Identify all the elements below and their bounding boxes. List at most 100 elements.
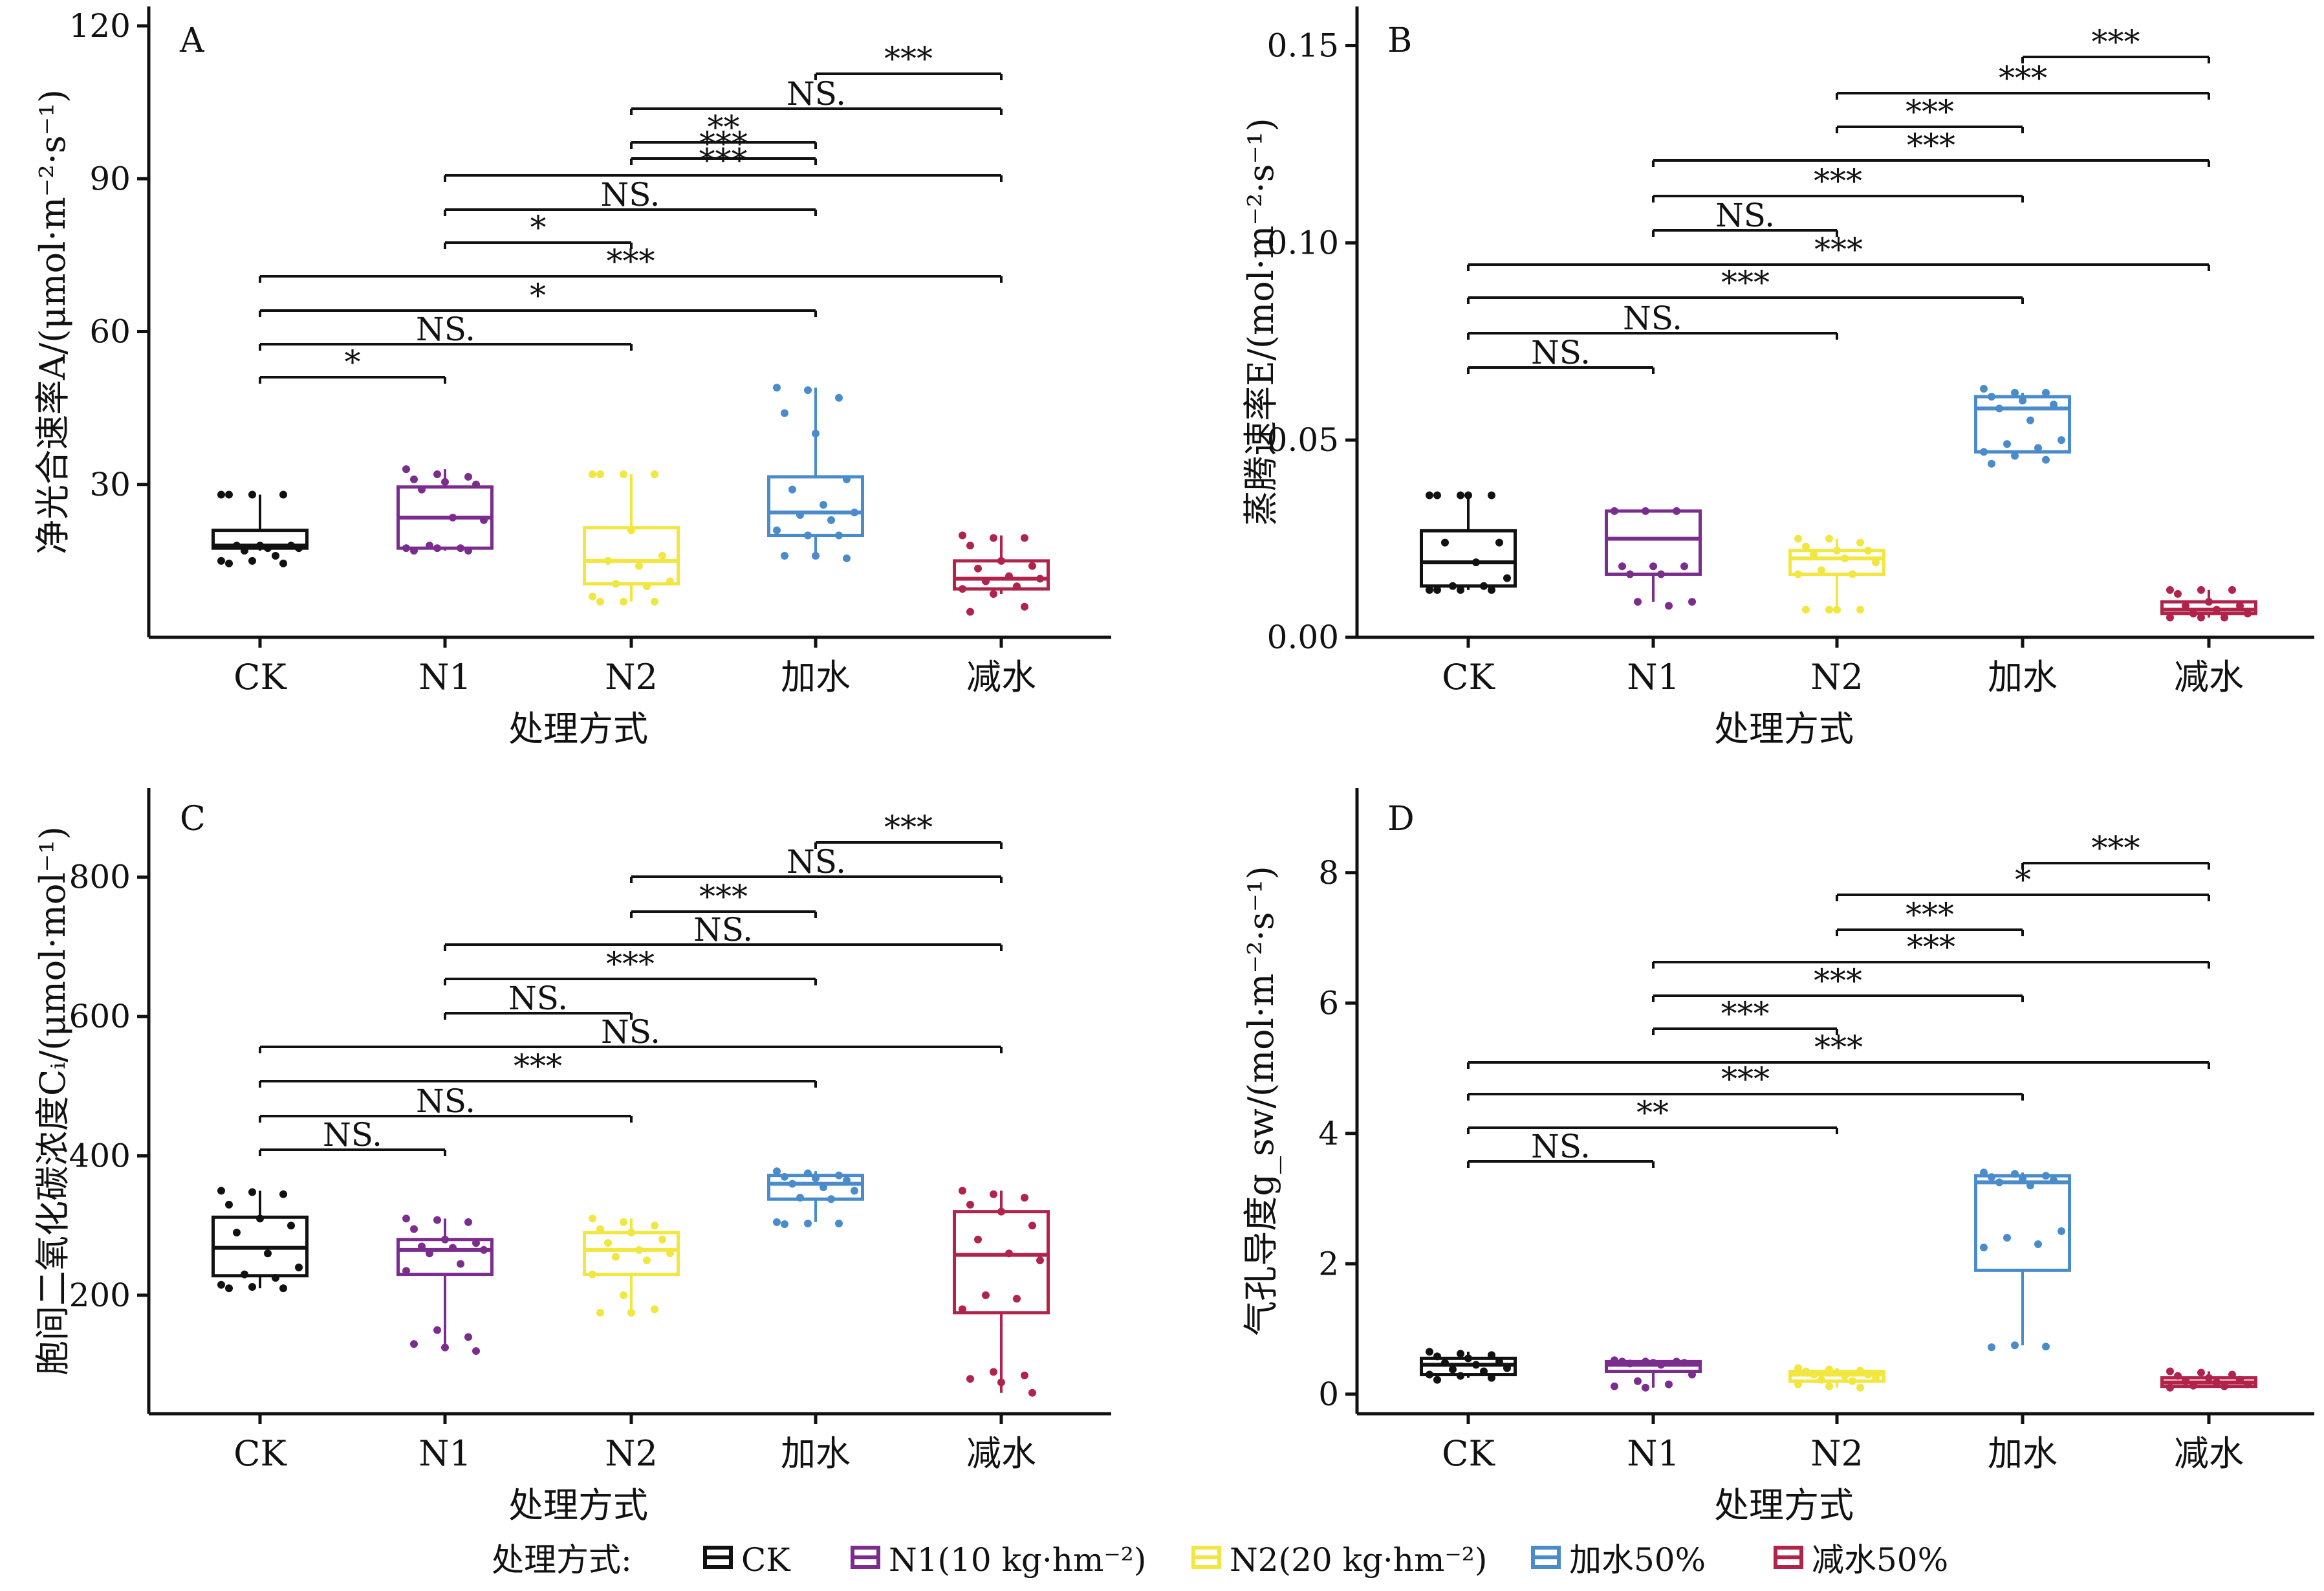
data-point xyxy=(1802,606,1810,614)
data-point xyxy=(2244,609,2252,618)
x-tick-label: 加水 xyxy=(781,657,851,697)
data-point xyxy=(433,470,441,478)
significance-bracket: *** xyxy=(1467,264,2024,304)
data-point xyxy=(997,1378,1005,1387)
data-point xyxy=(410,547,418,555)
box-CK xyxy=(212,490,309,567)
significance-label: NS. xyxy=(416,311,475,348)
data-point xyxy=(256,1214,264,1223)
legend: 处理方式: CK N1(10 kg·hm⁻²) N2(20 kg·hm⁻²) 加水50%… xyxy=(492,1541,1948,1579)
data-point xyxy=(1864,1370,1872,1379)
data-point xyxy=(2003,440,2011,448)
data-point xyxy=(1810,1370,1818,1379)
data-point xyxy=(457,1260,464,1268)
legend-label: CK xyxy=(741,1541,791,1579)
significance-label: *** xyxy=(1814,962,1862,1000)
data-point xyxy=(1472,558,1480,567)
data-point xyxy=(2228,586,2236,594)
data-point xyxy=(1013,1295,1021,1303)
data-point xyxy=(843,475,851,483)
y-tick-label: 800 xyxy=(69,859,131,896)
x-tick-label: N1 xyxy=(418,1433,472,1474)
data-point xyxy=(1856,606,1864,614)
data-point xyxy=(402,465,410,474)
significance-bracket: *** xyxy=(1836,896,2024,936)
data-point xyxy=(225,490,233,499)
significance-label: * xyxy=(530,209,547,247)
data-point xyxy=(256,542,264,550)
data-point xyxy=(2011,1170,2019,1178)
data-point xyxy=(1818,566,1825,575)
data-point xyxy=(402,544,410,553)
data-point xyxy=(272,1273,279,1282)
data-point xyxy=(612,1253,620,1261)
data-point xyxy=(241,547,248,555)
data-point xyxy=(1794,1364,1802,1372)
data-point xyxy=(1036,575,1044,583)
data-point xyxy=(1825,606,1833,614)
data-point xyxy=(1028,1388,1036,1397)
significance-label: *** xyxy=(699,142,748,179)
data-point xyxy=(820,1183,827,1191)
data-point xyxy=(1673,1357,1680,1366)
significance-label: NS. xyxy=(600,176,660,214)
data-point xyxy=(1980,384,1988,393)
x-tick-label: 减水 xyxy=(2174,1433,2244,1474)
data-point xyxy=(666,1249,674,1258)
y-tick-label: 90 xyxy=(89,160,131,197)
data-point xyxy=(835,531,843,540)
data-point xyxy=(1488,491,1495,499)
data-point xyxy=(1642,1383,1649,1392)
significance-label: *** xyxy=(1814,231,1863,269)
data-point xyxy=(1849,1377,1856,1385)
data-point xyxy=(781,552,788,560)
significance-bracket: ** xyxy=(1467,1094,1838,1134)
data-point xyxy=(1611,507,1618,515)
y-tick-label: 4 xyxy=(1318,1115,1339,1152)
data-point xyxy=(1634,1377,1642,1385)
data-point xyxy=(2182,1377,2189,1385)
data-point xyxy=(1618,562,1626,571)
box-N1 xyxy=(396,1214,494,1355)
data-point xyxy=(1457,1350,1464,1358)
significance-bracket: NS. xyxy=(259,1116,446,1156)
data-point xyxy=(812,552,820,560)
data-point xyxy=(589,470,596,478)
data-point xyxy=(2042,455,2050,464)
data-point xyxy=(233,542,241,550)
data-point xyxy=(287,1222,295,1230)
data-point xyxy=(2174,1372,2182,1380)
data-point xyxy=(225,1284,233,1293)
data-point xyxy=(1856,538,1864,547)
data-point xyxy=(1825,1365,1833,1374)
significance-bracket: *** xyxy=(1467,1060,2024,1101)
x-tick-label: 减水 xyxy=(2174,657,2244,697)
data-point xyxy=(773,1218,781,1226)
data-point xyxy=(217,556,225,565)
significance-bracket: NS. xyxy=(630,75,1003,115)
data-point xyxy=(1657,1361,1665,1369)
y-tick-label: 200 xyxy=(69,1277,131,1314)
legend-label: N1(10 kg·hm⁻²) xyxy=(889,1541,1146,1579)
data-point xyxy=(651,1305,658,1313)
data-point xyxy=(1021,534,1028,542)
legend-label: N2(20 kg·hm⁻²) xyxy=(1230,1541,1487,1579)
significance-bracket: *** xyxy=(1467,231,2210,271)
legend-label: 加水50% xyxy=(1569,1541,1706,1579)
data-point xyxy=(1457,491,1464,499)
x-axis-label: 处理方式 xyxy=(508,708,648,749)
data-point xyxy=(812,1174,820,1182)
data-point xyxy=(1988,1173,1995,1181)
data-point xyxy=(1665,602,1673,610)
data-point xyxy=(658,552,666,560)
significance-bracket: ** xyxy=(630,109,817,149)
data-point xyxy=(295,1263,303,1271)
data-point xyxy=(781,1172,788,1181)
significance-label: *** xyxy=(1721,995,1770,1033)
data-point xyxy=(2197,586,2205,594)
significance-bracket: *** xyxy=(814,40,1003,80)
significance-bracket: * xyxy=(444,209,633,249)
data-point xyxy=(2236,1376,2244,1384)
significance-label: *** xyxy=(884,40,933,78)
data-point xyxy=(1480,1367,1488,1376)
